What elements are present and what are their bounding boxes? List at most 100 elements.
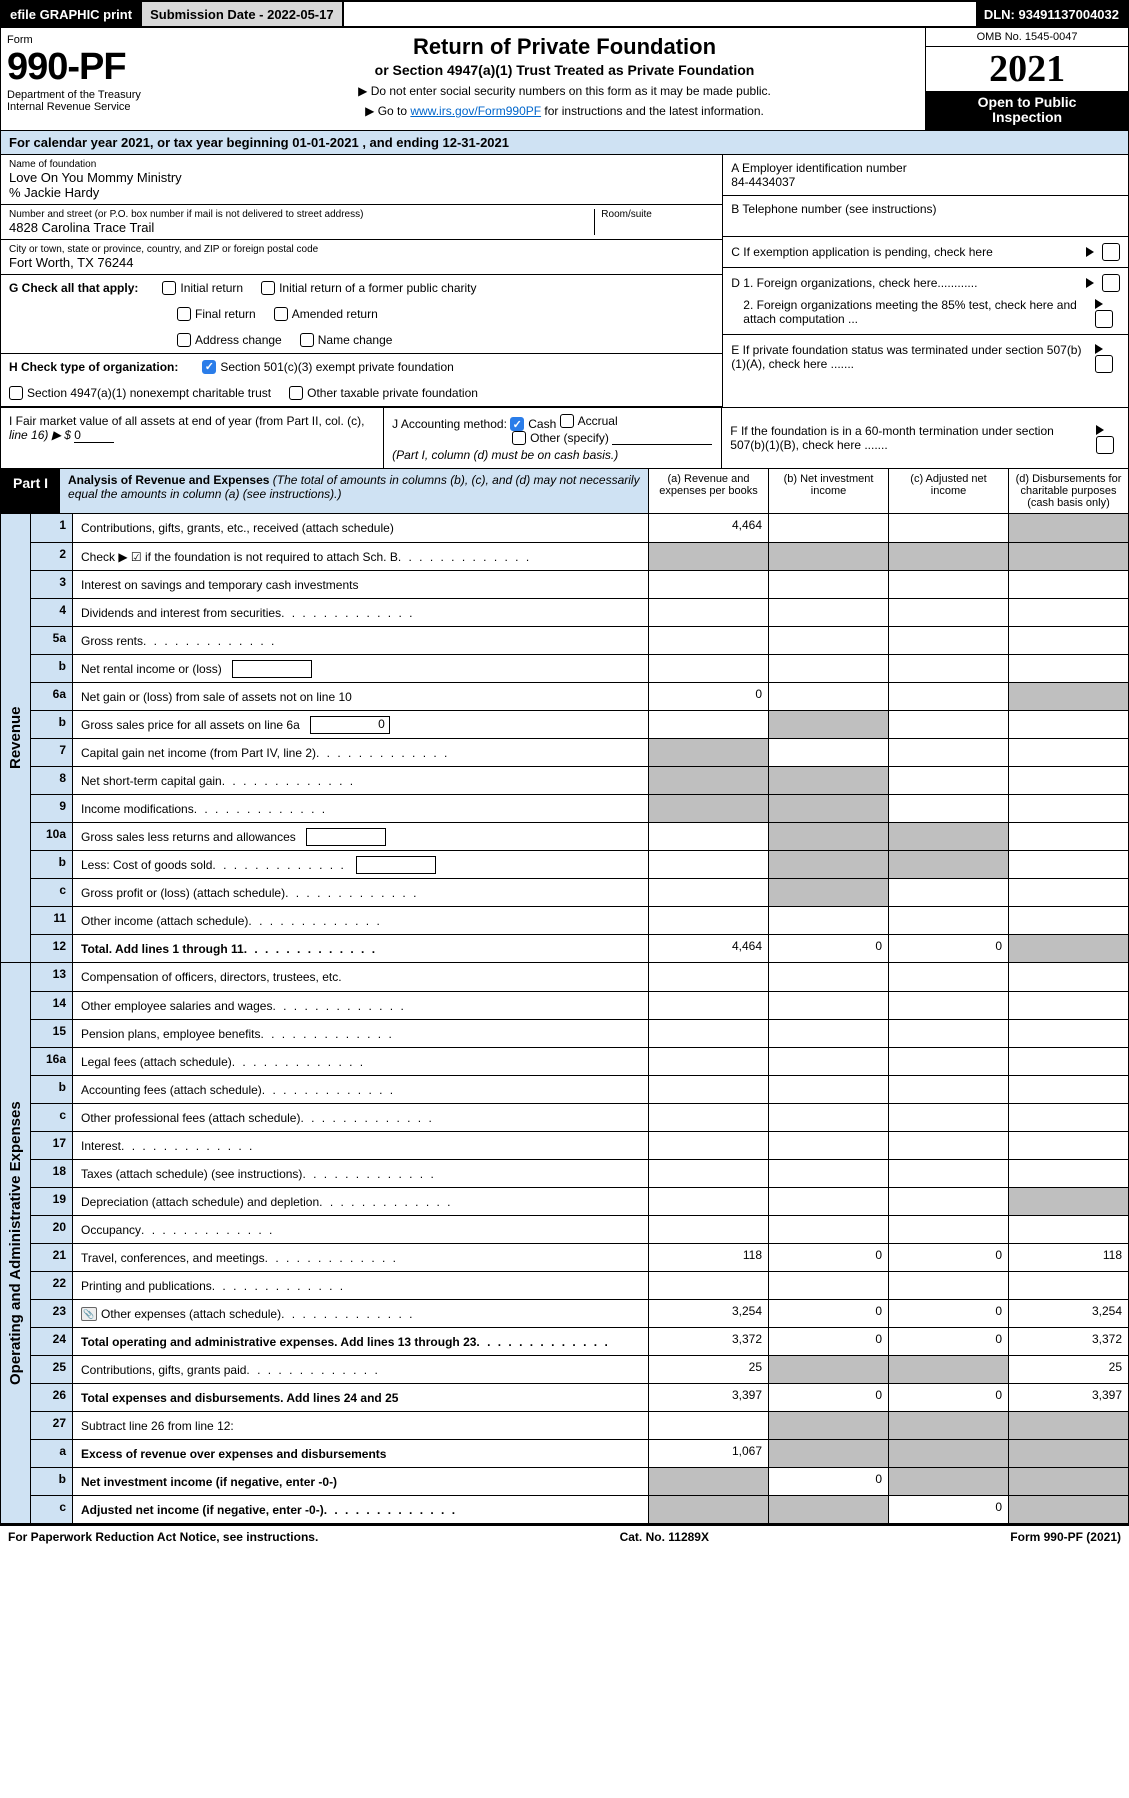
row-desc: Accounting fees (attach schedule) bbox=[73, 1076, 648, 1103]
cell-col-d bbox=[1008, 514, 1128, 542]
table-row: 27Subtract line 26 from line 12: bbox=[31, 1411, 1128, 1439]
part1-header: Part I Analysis of Revenue and Expenses … bbox=[0, 469, 1129, 514]
chk-final-return[interactable]: Final return bbox=[177, 307, 256, 321]
ij-row: I Fair market value of all assets at end… bbox=[0, 408, 1129, 470]
chk-4947a1[interactable]: Section 4947(a)(1) nonexempt charitable … bbox=[9, 386, 271, 400]
table-row: 8Net short-term capital gain bbox=[31, 766, 1128, 794]
row-desc: Interest on savings and temporary cash i… bbox=[73, 571, 648, 598]
cell-col-d bbox=[1008, 851, 1128, 878]
cell-col-c bbox=[888, 963, 1008, 991]
inline-value-box bbox=[232, 660, 312, 678]
g-lead: G Check all that apply: bbox=[9, 281, 138, 295]
i-line16-pre: line 16) ▶ $ bbox=[9, 428, 74, 442]
cell-col-b bbox=[768, 1496, 888, 1523]
attachment-icon[interactable]: 📎 bbox=[81, 1307, 97, 1321]
row-number: 27 bbox=[31, 1412, 73, 1439]
row-desc: Subtract line 26 from line 12: bbox=[73, 1412, 648, 1439]
cell-col-b bbox=[768, 683, 888, 710]
row-desc: Other employee salaries and wages bbox=[73, 992, 648, 1019]
cell-col-b bbox=[768, 711, 888, 738]
phone-cell: B Telephone number (see instructions) bbox=[723, 196, 1128, 237]
d2-checkbox[interactable] bbox=[1095, 310, 1113, 328]
cell-col-c bbox=[888, 1048, 1008, 1075]
cell-col-a bbox=[648, 1412, 768, 1439]
cell-col-a bbox=[648, 1132, 768, 1159]
row-desc: Printing and publications bbox=[73, 1272, 648, 1299]
cell-col-a bbox=[648, 627, 768, 654]
d1-checkbox[interactable] bbox=[1102, 274, 1120, 292]
row-number: 11 bbox=[31, 907, 73, 934]
row-desc: Gross rents bbox=[73, 627, 648, 654]
chk-initial-return[interactable]: Initial return bbox=[162, 281, 243, 295]
chk-501c3[interactable]: Section 501(c)(3) exempt private foundat… bbox=[202, 360, 453, 374]
chk-initial-former[interactable]: Initial return of a former public charit… bbox=[261, 281, 476, 295]
cell-col-c bbox=[888, 907, 1008, 934]
table-row: 6aNet gain or (loss) from sale of assets… bbox=[31, 682, 1128, 710]
table-row: 16aLegal fees (attach schedule) bbox=[31, 1047, 1128, 1075]
entity-info: Name of foundation Love On You Mommy Min… bbox=[0, 155, 1129, 408]
cell-col-d bbox=[1008, 543, 1128, 570]
chk-address-change[interactable]: Address change bbox=[177, 333, 282, 347]
footer-right: Form 990-PF (2021) bbox=[1010, 1530, 1121, 1544]
cell-col-b bbox=[768, 514, 888, 542]
j-block: J Accounting method: Cash Accrual Other … bbox=[384, 408, 722, 469]
cell-col-a bbox=[648, 1160, 768, 1187]
arrow-icon bbox=[1096, 425, 1104, 435]
chk-other-method[interactable]: Other (specify) bbox=[512, 431, 609, 445]
cell-col-a bbox=[648, 1188, 768, 1215]
cell-col-d bbox=[1008, 907, 1128, 934]
cell-col-d bbox=[1008, 1216, 1128, 1243]
chk-amended-return[interactable]: Amended return bbox=[274, 307, 378, 321]
cell-col-b bbox=[768, 599, 888, 626]
cell-col-c: 0 bbox=[888, 1300, 1008, 1327]
row-desc: Pension plans, employee benefits bbox=[73, 1020, 648, 1047]
cell-col-b bbox=[768, 655, 888, 682]
cell-col-b bbox=[768, 879, 888, 906]
cell-col-c: 0 bbox=[888, 1244, 1008, 1271]
row-number: 3 bbox=[31, 571, 73, 598]
cell-col-a: 25 bbox=[648, 1356, 768, 1383]
row-number: c bbox=[31, 879, 73, 906]
chk-accrual[interactable]: Accrual bbox=[560, 414, 618, 428]
cell-col-c bbox=[888, 851, 1008, 878]
c-checkbox[interactable] bbox=[1102, 243, 1120, 261]
f-checkbox[interactable] bbox=[1096, 436, 1114, 454]
name-cell: Name of foundation Love On You Mommy Min… bbox=[1, 155, 722, 205]
chk-cash[interactable]: Cash bbox=[510, 417, 556, 431]
row-number: 14 bbox=[31, 992, 73, 1019]
form990pf-link[interactable]: www.irs.gov/Form990PF bbox=[410, 104, 541, 118]
row-number: 18 bbox=[31, 1160, 73, 1187]
cell-col-d: 3,254 bbox=[1008, 1300, 1128, 1327]
cell-col-b bbox=[768, 851, 888, 878]
ein-cell: A Employer identification number 84-4434… bbox=[723, 155, 1128, 196]
cell-col-a bbox=[648, 739, 768, 766]
row-desc: Gross sales less returns and allowances bbox=[73, 823, 648, 850]
g-check-row: G Check all that apply: Initial return I… bbox=[1, 275, 722, 354]
entity-right: A Employer identification number 84-4434… bbox=[722, 155, 1128, 407]
cell-col-d bbox=[1008, 1440, 1128, 1467]
calendar-year-band: For calendar year 2021, or tax year begi… bbox=[0, 131, 1129, 155]
city-label: City or town, state or province, country… bbox=[9, 244, 714, 255]
cell-col-c bbox=[888, 1216, 1008, 1243]
row-desc: Check ▶ ☑ if the foundation is not requi… bbox=[73, 543, 648, 570]
foundation-name: Love On You Mommy Ministry bbox=[9, 170, 714, 185]
row-desc: Adjusted net income (if negative, enter … bbox=[73, 1496, 648, 1523]
address-cell: Number and street (or P.O. box number if… bbox=[1, 205, 722, 240]
cell-col-c bbox=[888, 571, 1008, 598]
row-desc: Excess of revenue over expenses and disb… bbox=[73, 1440, 648, 1467]
room-label: Room/suite bbox=[601, 209, 714, 220]
cell-col-d bbox=[1008, 571, 1128, 598]
chk-name-change[interactable]: Name change bbox=[300, 333, 393, 347]
cell-col-a bbox=[648, 1104, 768, 1131]
instr-2-post: for instructions and the latest informat… bbox=[541, 104, 764, 118]
cell-col-b bbox=[768, 823, 888, 850]
d2-label: 2. Foreign organizations meeting the 85%… bbox=[731, 298, 1090, 326]
chk-other-taxable[interactable]: Other taxable private foundation bbox=[289, 386, 478, 400]
table-row: 26Total expenses and disbursements. Add … bbox=[31, 1383, 1128, 1411]
cell-col-d bbox=[1008, 1104, 1128, 1131]
table-row: 22Printing and publications bbox=[31, 1271, 1128, 1299]
cell-col-b: 0 bbox=[768, 1328, 888, 1355]
d1-label: D 1. Foreign organizations, check here..… bbox=[731, 276, 977, 290]
e-checkbox[interactable] bbox=[1095, 355, 1113, 373]
efile-topbar: efile GRAPHIC print Submission Date - 20… bbox=[0, 0, 1129, 28]
